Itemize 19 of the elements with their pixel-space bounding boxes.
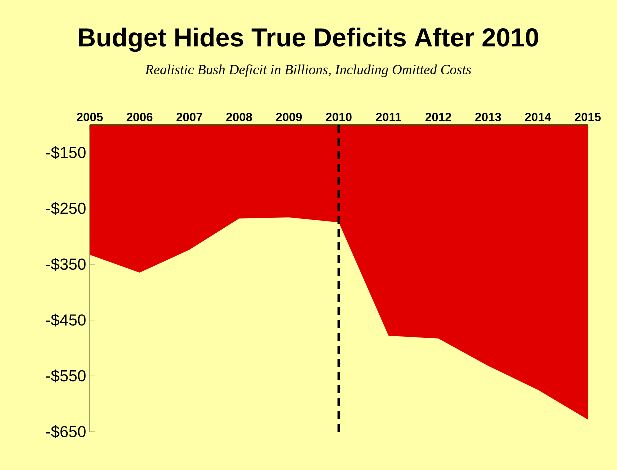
- x-tick-label: 2012: [426, 113, 452, 122]
- chart-title: Budget Hides True Deficits After 2010: [79, 28, 538, 52]
- x-tick-label: 2005: [77, 113, 103, 122]
- y-tick-label: -$350: [46, 258, 86, 271]
- x-tick-label: 2009: [276, 113, 302, 122]
- x-tick-label: 2014: [525, 113, 552, 122]
- x-tick-label: 2013: [476, 112, 502, 122]
- x-tick-label: 2007: [176, 113, 202, 122]
- x-tick-label: 2006: [126, 113, 153, 122]
- x-tick-label: 2010: [326, 113, 352, 122]
- y-tick-label: -$450: [46, 314, 86, 327]
- x-tick-label: 2011: [376, 113, 402, 122]
- y-tick-label: -$550: [46, 370, 86, 383]
- y-tick-label: -$250: [46, 202, 86, 216]
- chart-subtitle: Realistic Bush Deficit in Billions, Including Omitted Costs: [145, 64, 472, 78]
- y-tick-label: -$150: [46, 146, 86, 160]
- x-tick-label: 2008: [226, 113, 252, 122]
- x-tick-label: 2015: [575, 113, 601, 122]
- y-tick-label: -$650: [46, 426, 86, 438]
